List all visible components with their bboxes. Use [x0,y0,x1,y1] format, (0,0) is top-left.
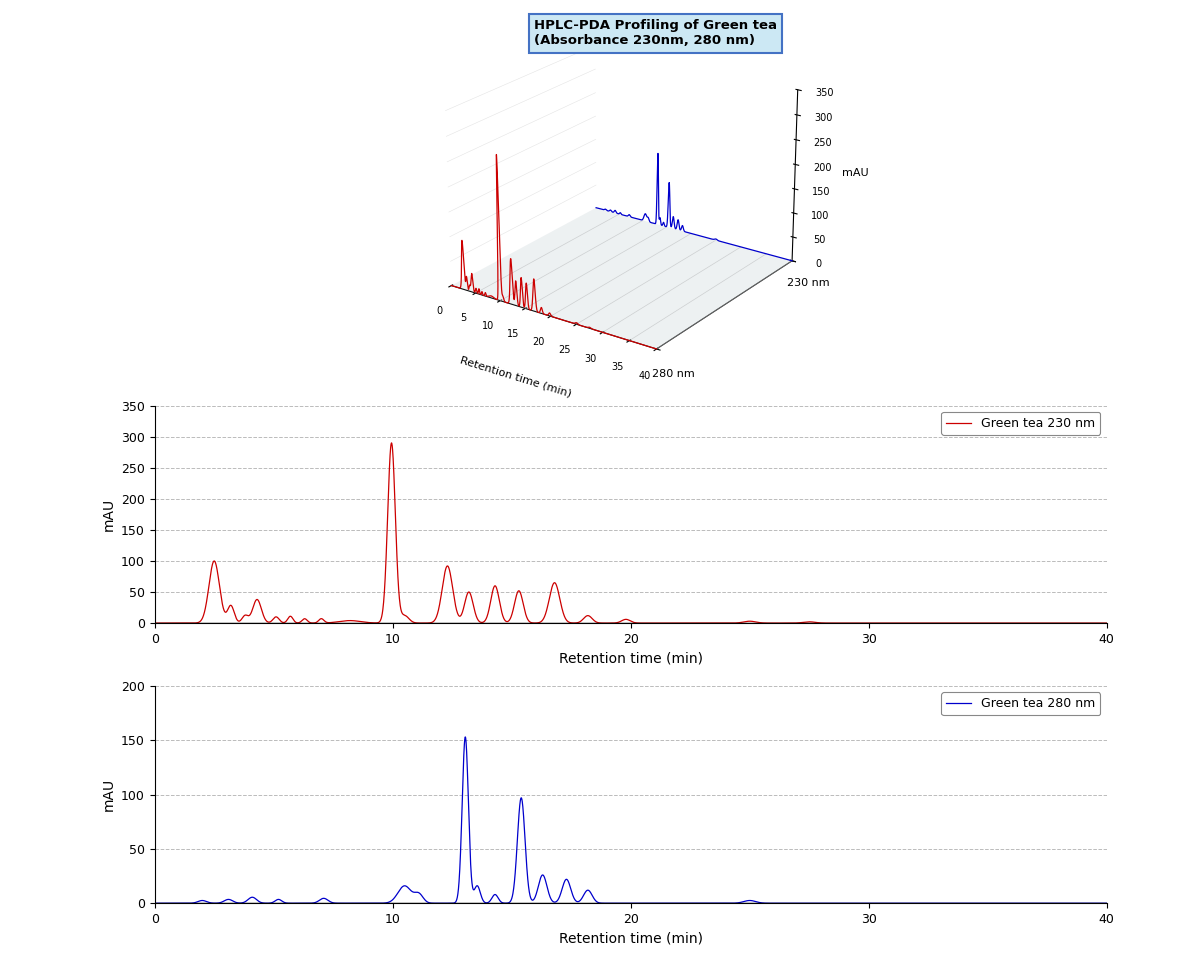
Green tea 280 nm [148,897,162,909]
Legend: Green tea 280 nm: Green tea 280 nm [941,692,1101,715]
X-axis label: Retention time (min): Retention time (min) [558,931,703,946]
Green tea 230 nm [384,438,399,449]
Green tea 230 nm [1032,617,1046,629]
Line: Green tea 280 nm: Green tea 280 nm [155,737,1107,903]
Green tea 230 nm [148,617,162,629]
Green tea 230 nm [766,617,781,629]
Green tea 280 nm [320,895,334,906]
Green tea 280 nm [972,897,987,909]
Green tea 280 nm [1100,897,1114,909]
Y-axis label: mAU: mAU [101,497,115,531]
X-axis label: Retention time (min): Retention time (min) [558,651,703,666]
Green tea 280 nm [458,731,472,743]
Green tea 230 nm [858,617,872,629]
Green tea 230 nm [931,617,945,629]
Green tea 280 nm [931,897,945,909]
Legend: Green tea 230 nm: Green tea 230 nm [941,412,1101,435]
Green tea 230 nm [1100,617,1114,629]
Green tea 280 nm [858,897,872,909]
Green tea 280 nm [719,897,733,909]
Text: HPLC-PDA Profiling of Green tea
(Absorbance 230nm, 280 nm): HPLC-PDA Profiling of Green tea (Absorba… [534,19,777,47]
Line: Green tea 230 nm: Green tea 230 nm [155,443,1107,623]
Green tea 230 nm [320,616,334,628]
Green tea 230 nm [512,585,526,597]
Green tea 280 nm [512,813,526,825]
Y-axis label: mAU: mAU [101,778,115,811]
Green tea 280 nm [766,897,781,909]
X-axis label: Retention time (min): Retention time (min) [459,355,572,399]
Green tea 230 nm [719,617,733,629]
